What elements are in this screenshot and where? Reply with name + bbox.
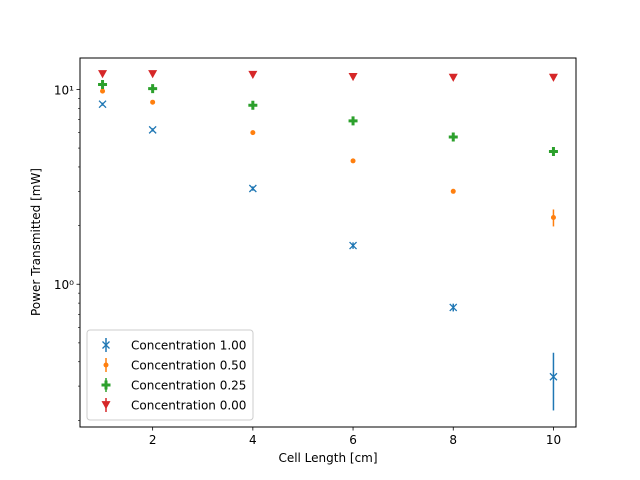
y-axis-ticks: 10⁰ 10¹ (54, 83, 80, 421)
data-point (98, 70, 108, 79)
data-point (349, 241, 358, 250)
data-point (148, 125, 157, 134)
legend-label: Concentration 0.50 (131, 359, 246, 373)
data-point (549, 372, 558, 381)
legend-label: Concentration 1.00 (131, 339, 246, 353)
data-point (148, 84, 158, 94)
legend-marker (101, 380, 111, 390)
data-point (550, 215, 556, 221)
data-point (250, 130, 256, 136)
data-point (449, 303, 458, 312)
legend-label: Concentration 0.25 (131, 379, 246, 393)
legend-marker (101, 401, 111, 410)
x-tick-label: 10 (546, 433, 561, 447)
y-axis-label: Power Transmitted [mW] (29, 168, 43, 316)
x-axis-label: Cell Length [cm] (278, 451, 377, 465)
data-point (98, 80, 108, 90)
data-point (98, 100, 107, 109)
data-point (348, 73, 358, 82)
legend-marker (102, 341, 110, 349)
data-point (448, 73, 458, 82)
legend: Concentration 1.00 Concentration 0.50 Conc… (86, 329, 254, 421)
x-tick-label: 4 (249, 433, 257, 447)
data-point (448, 132, 458, 142)
data-point (348, 116, 358, 126)
x-tick-label: 2 (149, 433, 157, 447)
y-tick-label: 10⁰ (54, 278, 74, 292)
data-point (248, 100, 258, 110)
data-point (150, 99, 156, 105)
x-tick-label: 8 (449, 433, 457, 447)
legend-box (86, 329, 254, 421)
data-point (350, 158, 356, 164)
y-tick-label: 10¹ (54, 83, 74, 97)
data-markers (98, 70, 558, 381)
x-tick-label: 6 (349, 433, 357, 447)
data-point (450, 188, 456, 194)
data-point (248, 184, 257, 193)
data-point (548, 147, 558, 157)
legend-label: Concentration 0.00 (131, 399, 246, 413)
data-point (548, 73, 558, 82)
data-point (148, 70, 158, 79)
x-axis-ticks: 2 4 6 8 10 (149, 427, 561, 447)
data-point (248, 70, 258, 79)
data-point (100, 88, 106, 94)
legend-marker (103, 362, 109, 368)
